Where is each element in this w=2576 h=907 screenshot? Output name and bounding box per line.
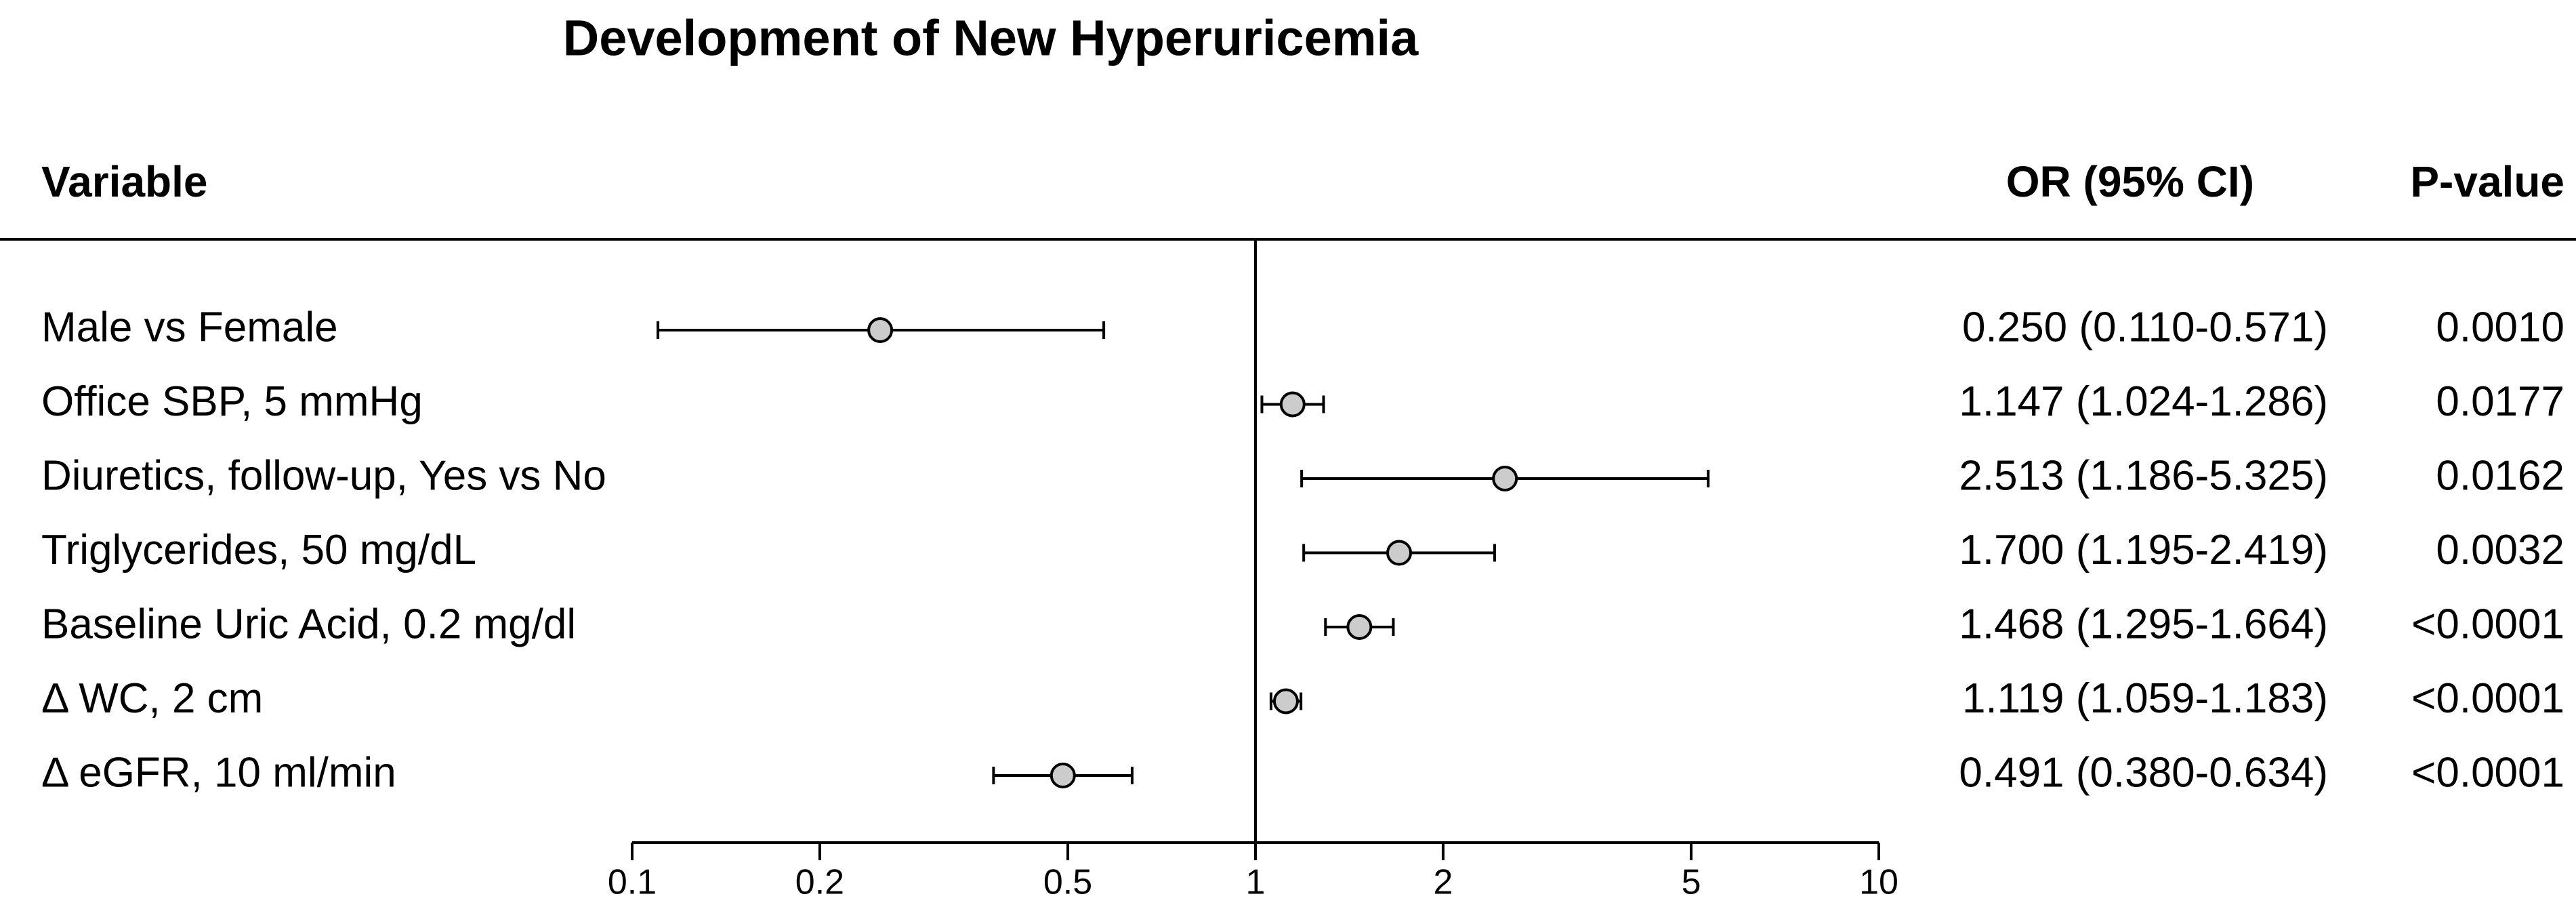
- point-estimate: [867, 317, 894, 343]
- or-ci-label: 1.700 (1.195-2.419): [1959, 527, 2328, 573]
- point-estimate: [1050, 763, 1076, 788]
- x-tick-label: 1: [1246, 863, 1266, 902]
- point-estimate: [1386, 540, 1413, 566]
- x-tick-label: 0.5: [1043, 863, 1092, 902]
- variable-label: Male vs Female: [41, 304, 338, 350]
- x-tick-label: 2: [1433, 863, 1453, 902]
- variable-label: Triglycerides, 50 mg/dL: [41, 527, 476, 573]
- or-ci-label: 1.468 (1.295-1.664): [1959, 601, 2328, 647]
- or-ci-label: 1.119 (1.059-1.183): [1962, 675, 2328, 722]
- variable-label: Office SBP, 5 mmHg: [41, 378, 423, 425]
- or-ci-label: 1.147 (1.024-1.286): [1959, 378, 2328, 425]
- variable-label: Δ WC, 2 cm: [41, 675, 263, 722]
- header-variable: Variable: [41, 157, 208, 206]
- point-estimate: [1492, 466, 1518, 491]
- p-value: <0.0001: [2411, 675, 2564, 722]
- x-tick-label: 0.2: [795, 863, 844, 902]
- or-ci-label: 2.513 (1.186-5.325): [1959, 452, 2328, 499]
- p-value: 0.0010: [2436, 304, 2564, 350]
- point-estimate: [1272, 688, 1299, 714]
- x-tick-label: 0.1: [608, 863, 657, 902]
- point-estimate: [1279, 391, 1306, 418]
- p-value: <0.0001: [2411, 749, 2564, 796]
- or-ci-label: 0.491 (0.380-0.634): [1959, 749, 2328, 796]
- variable-label: Δ eGFR, 10 ml/min: [41, 749, 396, 796]
- p-value: 0.0032: [2436, 527, 2564, 573]
- header-p: P-value: [2410, 157, 2564, 206]
- x-tick-label: 5: [1682, 863, 1701, 902]
- p-value: <0.0001: [2411, 601, 2564, 647]
- header-estimate: OR (95% CI): [2006, 157, 2254, 206]
- p-value: 0.0177: [2436, 378, 2564, 425]
- or-ci-label: 0.250 (0.110-0.571): [1962, 304, 2328, 350]
- p-value: 0.0162: [2436, 452, 2564, 499]
- x-tick-label: 10: [1859, 863, 1898, 902]
- variable-label: Baseline Uric Acid, 0.2 mg/dl: [41, 601, 576, 647]
- chart-title: Development of New Hyperuricemia: [563, 10, 1419, 66]
- variable-label: Diuretics, follow-up, Yes vs No: [41, 452, 606, 499]
- point-estimate: [1346, 614, 1373, 640]
